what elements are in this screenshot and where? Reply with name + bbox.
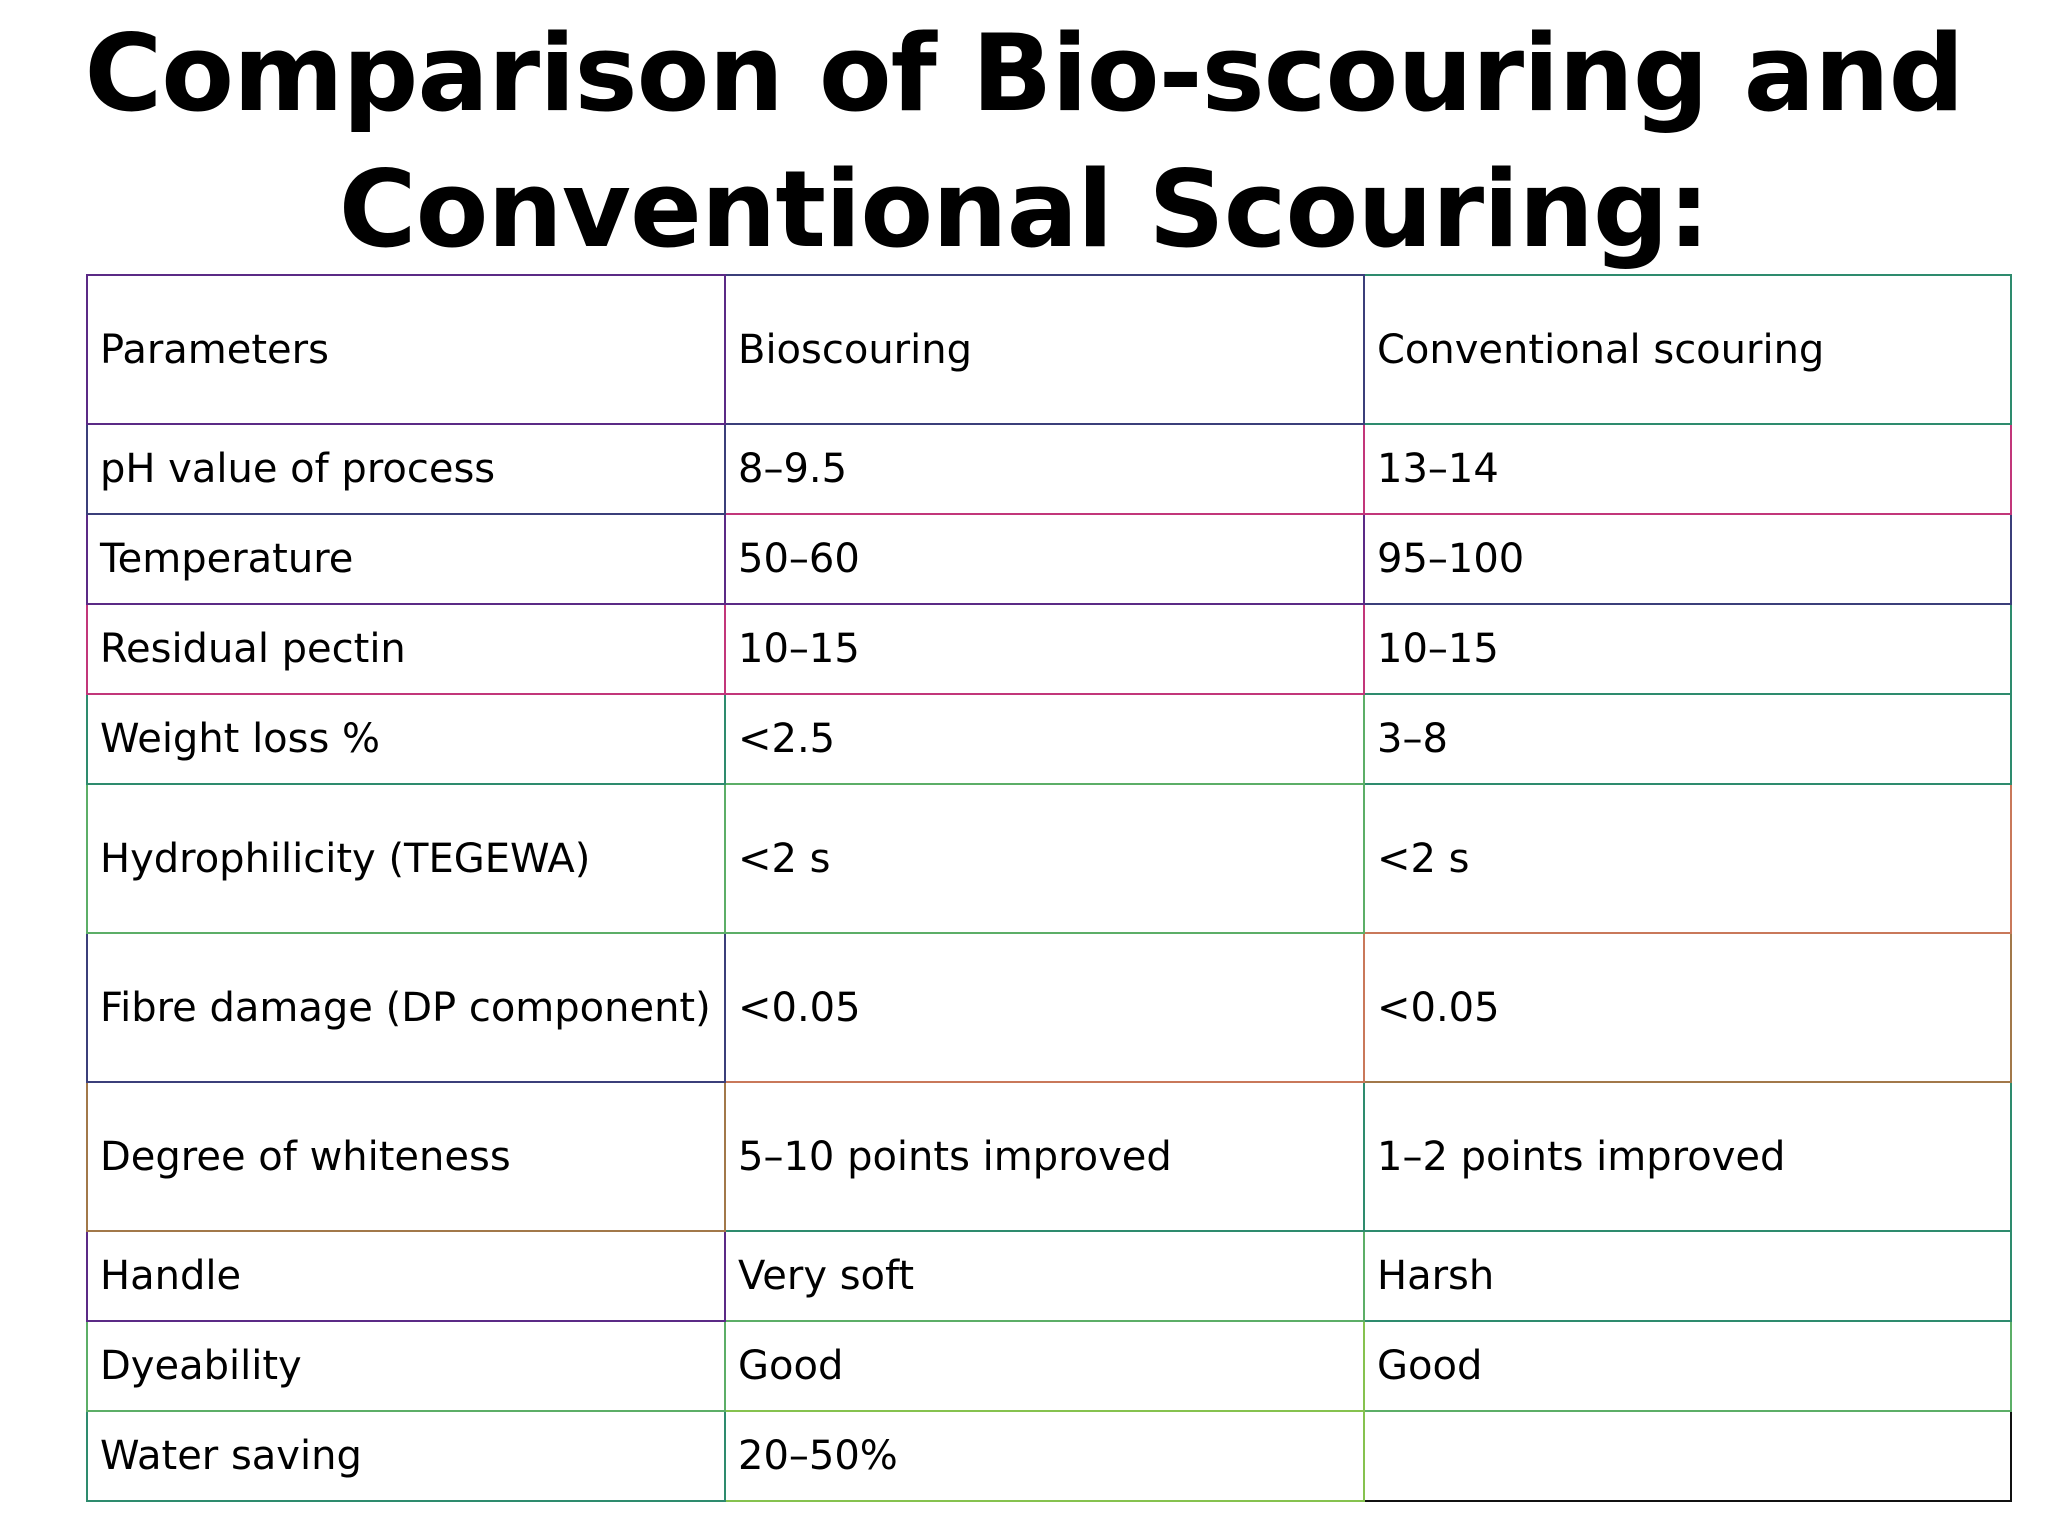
table-cell-bioscouring: 20–50% xyxy=(724,1410,1365,1502)
table-cell-bioscouring: 5–10 points improved xyxy=(724,1081,1365,1232)
table-cell-bioscouring: 10–15 xyxy=(724,603,1365,695)
table-row: Fibre damage (DP component) <0.05 <0.05 xyxy=(86,932,2012,1083)
table-row: Handle Very soft Harsh xyxy=(86,1230,2012,1322)
header-cell-parameters: Parameters xyxy=(86,274,726,425)
slide-title-line-2: Conventional Scouring: xyxy=(338,148,1710,271)
table-cell-bioscouring: 8–9.5 xyxy=(724,423,1365,515)
table-cell-parameter: Fibre damage (DP component) xyxy=(86,932,726,1083)
table-header-row: Parameters Bioscouring Conventional scou… xyxy=(86,274,2012,425)
table-cell-parameter: Residual pectin xyxy=(86,603,726,695)
table-row: Dyeability Good Good xyxy=(86,1320,2012,1412)
slide-title: Comparison of Bio-scouring and Conventio… xyxy=(0,6,2048,278)
table-cell-parameter: Degree of whiteness xyxy=(86,1081,726,1232)
header-cell-bioscouring: Bioscouring xyxy=(724,274,1365,425)
table-cell-bioscouring: <0.05 xyxy=(724,932,1365,1083)
table-cell-bioscouring: <2.5 xyxy=(724,693,1365,785)
table-cell-bioscouring: Good xyxy=(724,1320,1365,1412)
table-cell-conventional: Good xyxy=(1363,1320,2012,1412)
table-cell-conventional: <2 s xyxy=(1363,783,2012,934)
table-row: Degree of whiteness 5–10 points improved… xyxy=(86,1081,2012,1232)
table-row: Weight loss % <2.5 3–8 xyxy=(86,693,2012,785)
table-cell-bioscouring: Very soft xyxy=(724,1230,1365,1322)
table-cell-parameter: Dyeability xyxy=(86,1320,726,1412)
table-cell-parameter: Hydrophilicity (TEGEWA) xyxy=(86,783,726,934)
table-cell-parameter: pH value of process xyxy=(86,423,726,515)
table-cell-parameter: Temperature xyxy=(86,513,726,605)
table-row: Water saving 20–50% xyxy=(86,1410,2012,1502)
table-cell-conventional: <0.05 xyxy=(1363,932,2012,1083)
table-cell-conventional: 1–2 points improved xyxy=(1363,1081,2012,1232)
table-row: pH value of process 8–9.5 13–14 xyxy=(86,423,2012,515)
comparison-table: Parameters Bioscouring Conventional scou… xyxy=(86,274,2012,1502)
table-cell-bioscouring: <2 s xyxy=(724,783,1365,934)
table-cell-parameter: Weight loss % xyxy=(86,693,726,785)
table-cell-parameter: Water saving xyxy=(86,1410,726,1502)
header-cell-conventional: Conventional scouring xyxy=(1363,274,2012,425)
table-cell-conventional: 3–8 xyxy=(1363,693,2012,785)
table-row: Hydrophilicity (TEGEWA) <2 s <2 s xyxy=(86,783,2012,934)
table-cell-bioscouring: 50–60 xyxy=(724,513,1365,605)
table-cell-conventional xyxy=(1363,1410,2012,1502)
table-row: Residual pectin 10–15 10–15 xyxy=(86,603,2012,695)
slide-title-line-1: Comparison of Bio-scouring and xyxy=(84,12,1964,135)
table-row: Temperature 50–60 95–100 xyxy=(86,513,2012,605)
table-cell-conventional: 10–15 xyxy=(1363,603,2012,695)
table-cell-conventional: 95–100 xyxy=(1363,513,2012,605)
table-cell-conventional: 13–14 xyxy=(1363,423,2012,515)
table-cell-conventional: Harsh xyxy=(1363,1230,2012,1322)
table-cell-parameter: Handle xyxy=(86,1230,726,1322)
